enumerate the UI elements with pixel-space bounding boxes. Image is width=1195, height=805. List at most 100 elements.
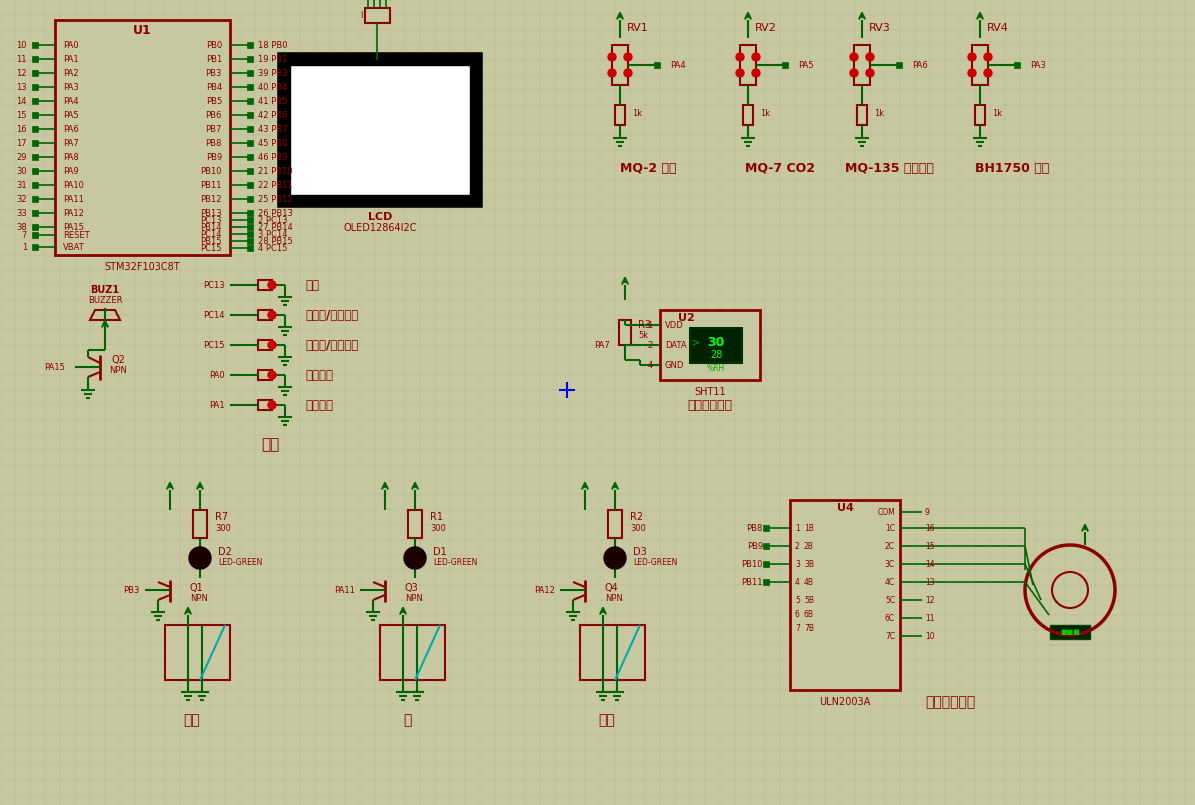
Text: 5: 5 <box>795 596 799 605</box>
Text: 12: 12 <box>17 68 27 77</box>
Text: 15: 15 <box>17 110 27 119</box>
Bar <box>32 244 38 250</box>
Text: 按键: 按键 <box>261 437 280 452</box>
Bar <box>743 105 753 125</box>
Text: Q2: Q2 <box>111 355 125 365</box>
Text: PA2: PA2 <box>63 68 79 77</box>
Text: 1: 1 <box>22 242 27 251</box>
Circle shape <box>736 53 744 61</box>
Text: PA6: PA6 <box>63 125 79 134</box>
Text: 3C: 3C <box>884 559 895 568</box>
Text: COM: COM <box>877 507 895 517</box>
Bar <box>247 238 253 244</box>
Circle shape <box>268 281 276 289</box>
Text: 29: 29 <box>17 152 27 162</box>
Bar <box>857 105 868 125</box>
Text: 41 PB5: 41 PB5 <box>258 97 287 105</box>
Text: 5C: 5C <box>884 596 895 605</box>
Text: PB9: PB9 <box>206 152 222 162</box>
Text: 3 PC14: 3 PC14 <box>258 229 288 238</box>
Circle shape <box>624 69 632 77</box>
Text: 2: 2 <box>795 542 799 551</box>
Text: 28 PB15: 28 PB15 <box>258 237 293 246</box>
Text: NPN: NPN <box>605 593 623 602</box>
Text: R2: R2 <box>630 512 643 522</box>
Text: PB12: PB12 <box>201 195 222 204</box>
Bar <box>1050 625 1090 639</box>
Bar <box>1015 62 1021 68</box>
Text: 1: 1 <box>648 320 652 329</box>
Text: PB14: PB14 <box>201 222 222 232</box>
Text: 13: 13 <box>17 82 27 92</box>
Text: PA4: PA4 <box>63 97 79 105</box>
Text: 7C: 7C <box>884 631 895 641</box>
Text: Q1: Q1 <box>190 583 204 593</box>
Text: PB1: PB1 <box>206 55 222 64</box>
Text: 4C: 4C <box>884 577 895 587</box>
Text: 5k: 5k <box>638 331 648 340</box>
Bar <box>407 510 422 538</box>
Text: 加湿: 加湿 <box>599 713 615 727</box>
Bar <box>247 245 253 251</box>
Bar <box>619 320 631 345</box>
Circle shape <box>866 53 874 61</box>
Text: R3: R3 <box>638 320 651 330</box>
Text: LED-GREEN: LED-GREEN <box>217 558 263 567</box>
Bar <box>690 328 742 363</box>
Text: 3: 3 <box>795 559 799 568</box>
Text: PB13: PB13 <box>201 208 222 217</box>
Text: R7: R7 <box>215 512 228 522</box>
Text: 12: 12 <box>925 596 934 605</box>
Bar <box>32 182 38 188</box>
Bar <box>247 112 253 118</box>
Bar <box>32 42 38 48</box>
Text: 39 PB3: 39 PB3 <box>258 68 288 77</box>
Text: 4: 4 <box>795 577 799 587</box>
Text: PA5: PA5 <box>798 60 814 69</box>
Text: 28: 28 <box>710 350 722 360</box>
Text: PA1: PA1 <box>63 55 79 64</box>
Bar <box>247 210 253 216</box>
Text: PB15: PB15 <box>201 237 222 246</box>
Text: 16: 16 <box>17 125 27 134</box>
Text: 32: 32 <box>17 195 27 204</box>
Text: PB10: PB10 <box>742 559 762 568</box>
Text: 19 PB1: 19 PB1 <box>258 55 287 64</box>
Text: PB11: PB11 <box>201 180 222 189</box>
Bar <box>580 625 645 680</box>
Text: PB5: PB5 <box>206 97 222 105</box>
Text: VBAT: VBAT <box>63 242 85 251</box>
Text: I: I <box>360 11 362 20</box>
Bar <box>762 543 770 549</box>
Text: 42 PB6: 42 PB6 <box>258 110 288 119</box>
Bar <box>380 625 445 680</box>
Text: 4: 4 <box>648 361 652 369</box>
Text: 13: 13 <box>925 577 934 587</box>
Text: BUZZER: BUZZER <box>87 295 122 304</box>
Text: 40 PB4: 40 PB4 <box>258 82 287 92</box>
Text: PC14: PC14 <box>201 229 222 238</box>
Text: 31: 31 <box>17 180 27 189</box>
Text: 4B: 4B <box>804 577 814 587</box>
Text: 设置减/手动通风: 设置减/手动通风 <box>305 338 358 352</box>
Text: 6: 6 <box>795 609 799 618</box>
Text: PA8: PA8 <box>63 152 79 162</box>
Bar <box>55 20 229 255</box>
Text: ■■■: ■■■ <box>1060 629 1080 635</box>
Text: PA12: PA12 <box>63 208 84 217</box>
Text: RV4: RV4 <box>987 23 1009 33</box>
Text: 3B: 3B <box>804 559 814 568</box>
Text: BH1750 照度: BH1750 照度 <box>975 162 1049 175</box>
Bar <box>247 224 253 230</box>
Text: OLED12864I2C: OLED12864I2C <box>343 223 417 233</box>
Bar <box>740 45 756 85</box>
Text: 10: 10 <box>17 40 27 49</box>
Text: MQ-2 烟雾: MQ-2 烟雾 <box>620 162 676 175</box>
Text: NPN: NPN <box>109 365 127 374</box>
Bar <box>972 45 988 85</box>
Circle shape <box>736 69 744 77</box>
Text: NPN: NPN <box>405 593 423 602</box>
Text: 2: 2 <box>648 341 652 349</box>
Text: SHT11: SHT11 <box>694 387 725 397</box>
Text: PA6: PA6 <box>912 60 927 69</box>
